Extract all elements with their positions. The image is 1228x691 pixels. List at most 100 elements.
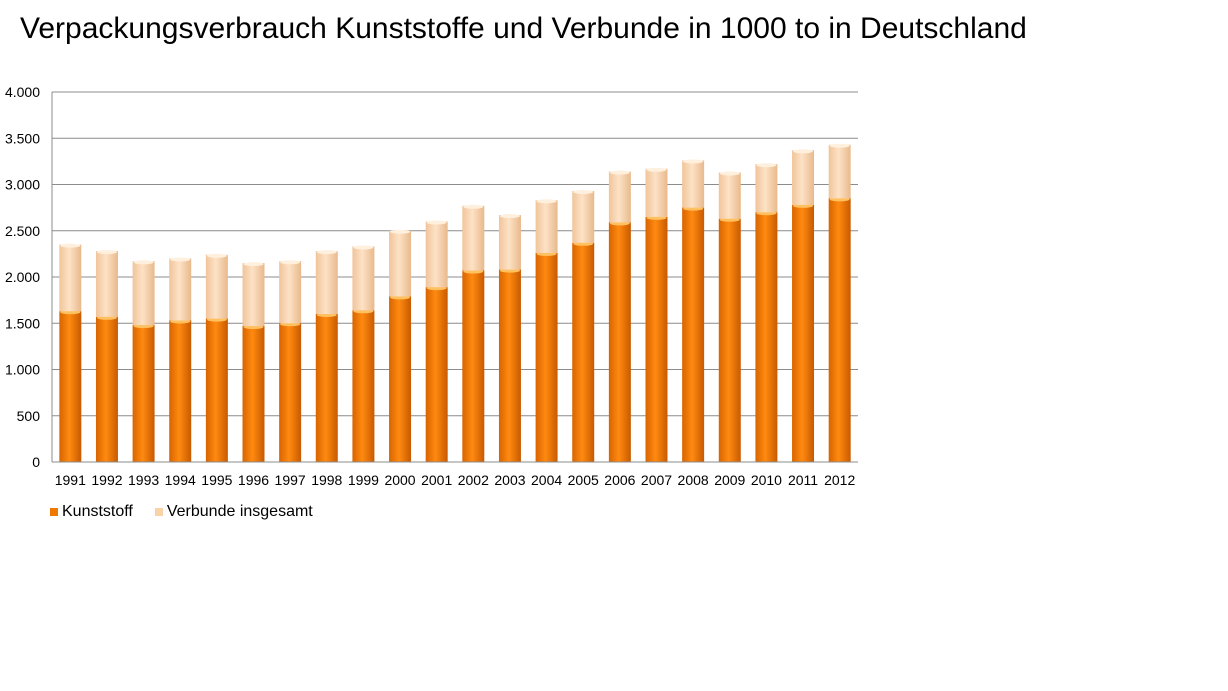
x-tick-label: 2007 [641, 472, 672, 488]
bar-kunststoff [755, 212, 778, 462]
bar-verbunde-cap [206, 253, 227, 258]
bar-verbunde-cap [646, 167, 667, 172]
bar-kunststoff [169, 320, 192, 462]
bar-kunststoff [425, 287, 448, 462]
x-tick-label: 2003 [494, 472, 525, 488]
bar-verbunde [279, 261, 302, 324]
bar-verbunde [792, 150, 815, 205]
legend: Kunststoff Verbunde insgesamt [50, 503, 313, 521]
bar-kunststoff [95, 316, 118, 462]
axes: 0 500 1.000 1.500 2.000 2.500 3.000 3.500 4.000 1… [5, 84, 858, 488]
bar-verbunde-cap [243, 262, 264, 267]
bar-kunststoff [59, 311, 82, 462]
legend-label-kunststoff: Kunststoff [62, 503, 133, 520]
bar-kunststoff [279, 323, 302, 462]
bar-verbunde-cap [573, 189, 594, 194]
x-tick-label: 1991 [55, 472, 86, 488]
bar-verbunde [645, 168, 668, 217]
bar-verbunde-cap [829, 143, 850, 148]
x-tick-label: 2005 [568, 472, 599, 488]
x-tick-label: 2011 [788, 472, 818, 488]
y-tick-label: 0 [32, 454, 40, 470]
x-tick-label: 2006 [604, 472, 635, 488]
bar-verbunde [425, 221, 448, 288]
bar-verbunde-cap [96, 250, 117, 255]
bar-kunststoff [682, 207, 705, 462]
bar-verbunde-cap [170, 257, 191, 262]
bar-kunststoff [572, 242, 595, 462]
bar-verbunde [389, 230, 412, 297]
bar-verbunde [755, 164, 778, 213]
bar-kunststoff-cap [793, 203, 814, 208]
bar-kunststoff [498, 269, 521, 462]
bar-verbunde-cap [756, 163, 777, 168]
bar-verbunde-cap [683, 159, 704, 164]
bar-verbunde [315, 251, 338, 314]
x-tick-label: 2002 [458, 472, 489, 488]
bar-verbunde [828, 144, 851, 199]
y-tick-label: 2.500 [5, 223, 40, 239]
bar-verbunde-cap [719, 171, 740, 176]
bar-verbunde-cap [499, 214, 520, 219]
y-tick-label: 4.000 [5, 84, 40, 100]
bar-verbunde-cap [353, 245, 374, 250]
bar-verbunde [132, 261, 155, 326]
bar-kunststoff [389, 296, 412, 462]
bar-kunststoff [315, 314, 338, 462]
bar-kunststoff [828, 198, 851, 462]
bar-verbunde-cap [60, 243, 81, 248]
chart-title: Verpackungsverbrauch Kunststoffe und Ver… [20, 12, 1027, 45]
bar-kunststoff [718, 218, 741, 462]
bar-verbunde [718, 172, 741, 219]
legend-swatch-verbunde [154, 508, 163, 516]
x-tick-label: 2010 [751, 472, 782, 488]
y-tick-label: 3.000 [5, 177, 40, 193]
bar-verbunde-cap [793, 149, 814, 154]
bar-verbunde-cap [426, 220, 447, 225]
bar-verbunde [352, 246, 375, 311]
x-tick-label: 2001 [421, 472, 452, 488]
bar-kunststoff [462, 270, 485, 462]
bar-verbunde [462, 205, 485, 271]
y-tick-label: 1.500 [5, 315, 40, 331]
bar-verbunde-cap [280, 260, 301, 265]
legend-item-kunststoff: Kunststoff [50, 503, 133, 521]
x-tick-label: 1998 [311, 472, 342, 488]
bar-verbunde [169, 258, 192, 321]
bar-verbunde-cap [463, 204, 484, 209]
x-tick-label: 2009 [714, 472, 745, 488]
x-tick-label: 1992 [91, 472, 122, 488]
bar-kunststoff [352, 310, 375, 462]
bar-verbunde [95, 251, 118, 317]
bar-verbunde-cap [133, 260, 154, 265]
bar-verbunde [682, 160, 705, 208]
x-tick-label: 1997 [275, 472, 306, 488]
bar-verbunde-cap [609, 170, 630, 175]
x-tick-label: 2008 [678, 472, 709, 488]
x-tick-label: 1993 [128, 472, 159, 488]
bar-kunststoff [205, 318, 228, 462]
bar-verbunde [572, 190, 595, 243]
x-tick-label: 2012 [824, 472, 855, 488]
legend-swatch-kunststoff [50, 508, 58, 516]
bar-verbunde [59, 244, 82, 312]
x-tick-label: 2004 [531, 472, 562, 488]
bar-verbunde [498, 215, 521, 270]
bar-verbunde-cap [390, 229, 411, 234]
bar-kunststoff [535, 252, 558, 462]
x-tick-label: 1995 [201, 472, 232, 488]
bar-verbunde-cap [316, 250, 337, 255]
bar-verbunde [608, 171, 631, 223]
y-tick-label: 3.500 [5, 130, 40, 146]
legend-item-verbunde: Verbunde insgesamt [154, 503, 313, 521]
y-tick-label: 2.000 [5, 269, 40, 285]
bar-verbunde [535, 200, 558, 253]
legend-label-verbunde: Verbunde insgesamt [166, 503, 313, 520]
y-tick-label: 1.000 [5, 362, 40, 378]
bar-kunststoff [645, 216, 668, 462]
bar-kunststoff [242, 326, 265, 462]
x-tick-label: 2000 [384, 472, 415, 488]
x-tick-label: 1994 [165, 472, 196, 488]
bar-verbunde [205, 254, 228, 319]
